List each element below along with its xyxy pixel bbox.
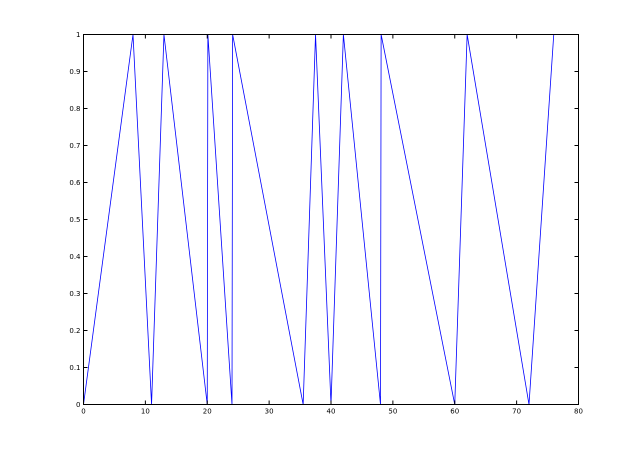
y-tick-label: 1 (76, 31, 80, 39)
x-tick-label: 70 (512, 408, 521, 416)
plot-area (83, 34, 579, 405)
y-tick-label: 0.3 (69, 290, 80, 298)
y-tick-label: 0.2 (69, 327, 80, 335)
y-tick-label: 0.4 (69, 253, 81, 261)
x-tick-label: 20 (203, 408, 212, 416)
ticks-layer: 0 10 20 30 40 50 60 70 80 0 0.1 0.2 0.3 0.4 0.5 0.6 0.7 0… (69, 31, 583, 416)
x-tick-label: 50 (388, 408, 397, 416)
x-tick-label: 40 (327, 408, 336, 416)
y-tick-label: 0.8 (69, 105, 80, 113)
series-line-0 (83, 34, 555, 405)
y-tick-label: 0 (76, 401, 80, 409)
x-tick-label: 60 (450, 408, 459, 416)
series-layer (83, 34, 555, 405)
x-tick-label: 80 (574, 408, 583, 416)
y-tick-label: 0.6 (69, 179, 81, 187)
y-tick-label: 0.9 (69, 68, 80, 76)
y-tick-label: 0.1 (69, 364, 80, 372)
y-tick-label: 0.7 (69, 142, 80, 150)
x-tick-label: 0 (81, 408, 85, 416)
x-tick-label: 10 (141, 408, 150, 416)
x-tick-label: 30 (265, 408, 274, 416)
axes-box (83, 34, 579, 405)
y-tick-label: 0.5 (69, 216, 80, 224)
axes-background (83, 34, 579, 405)
